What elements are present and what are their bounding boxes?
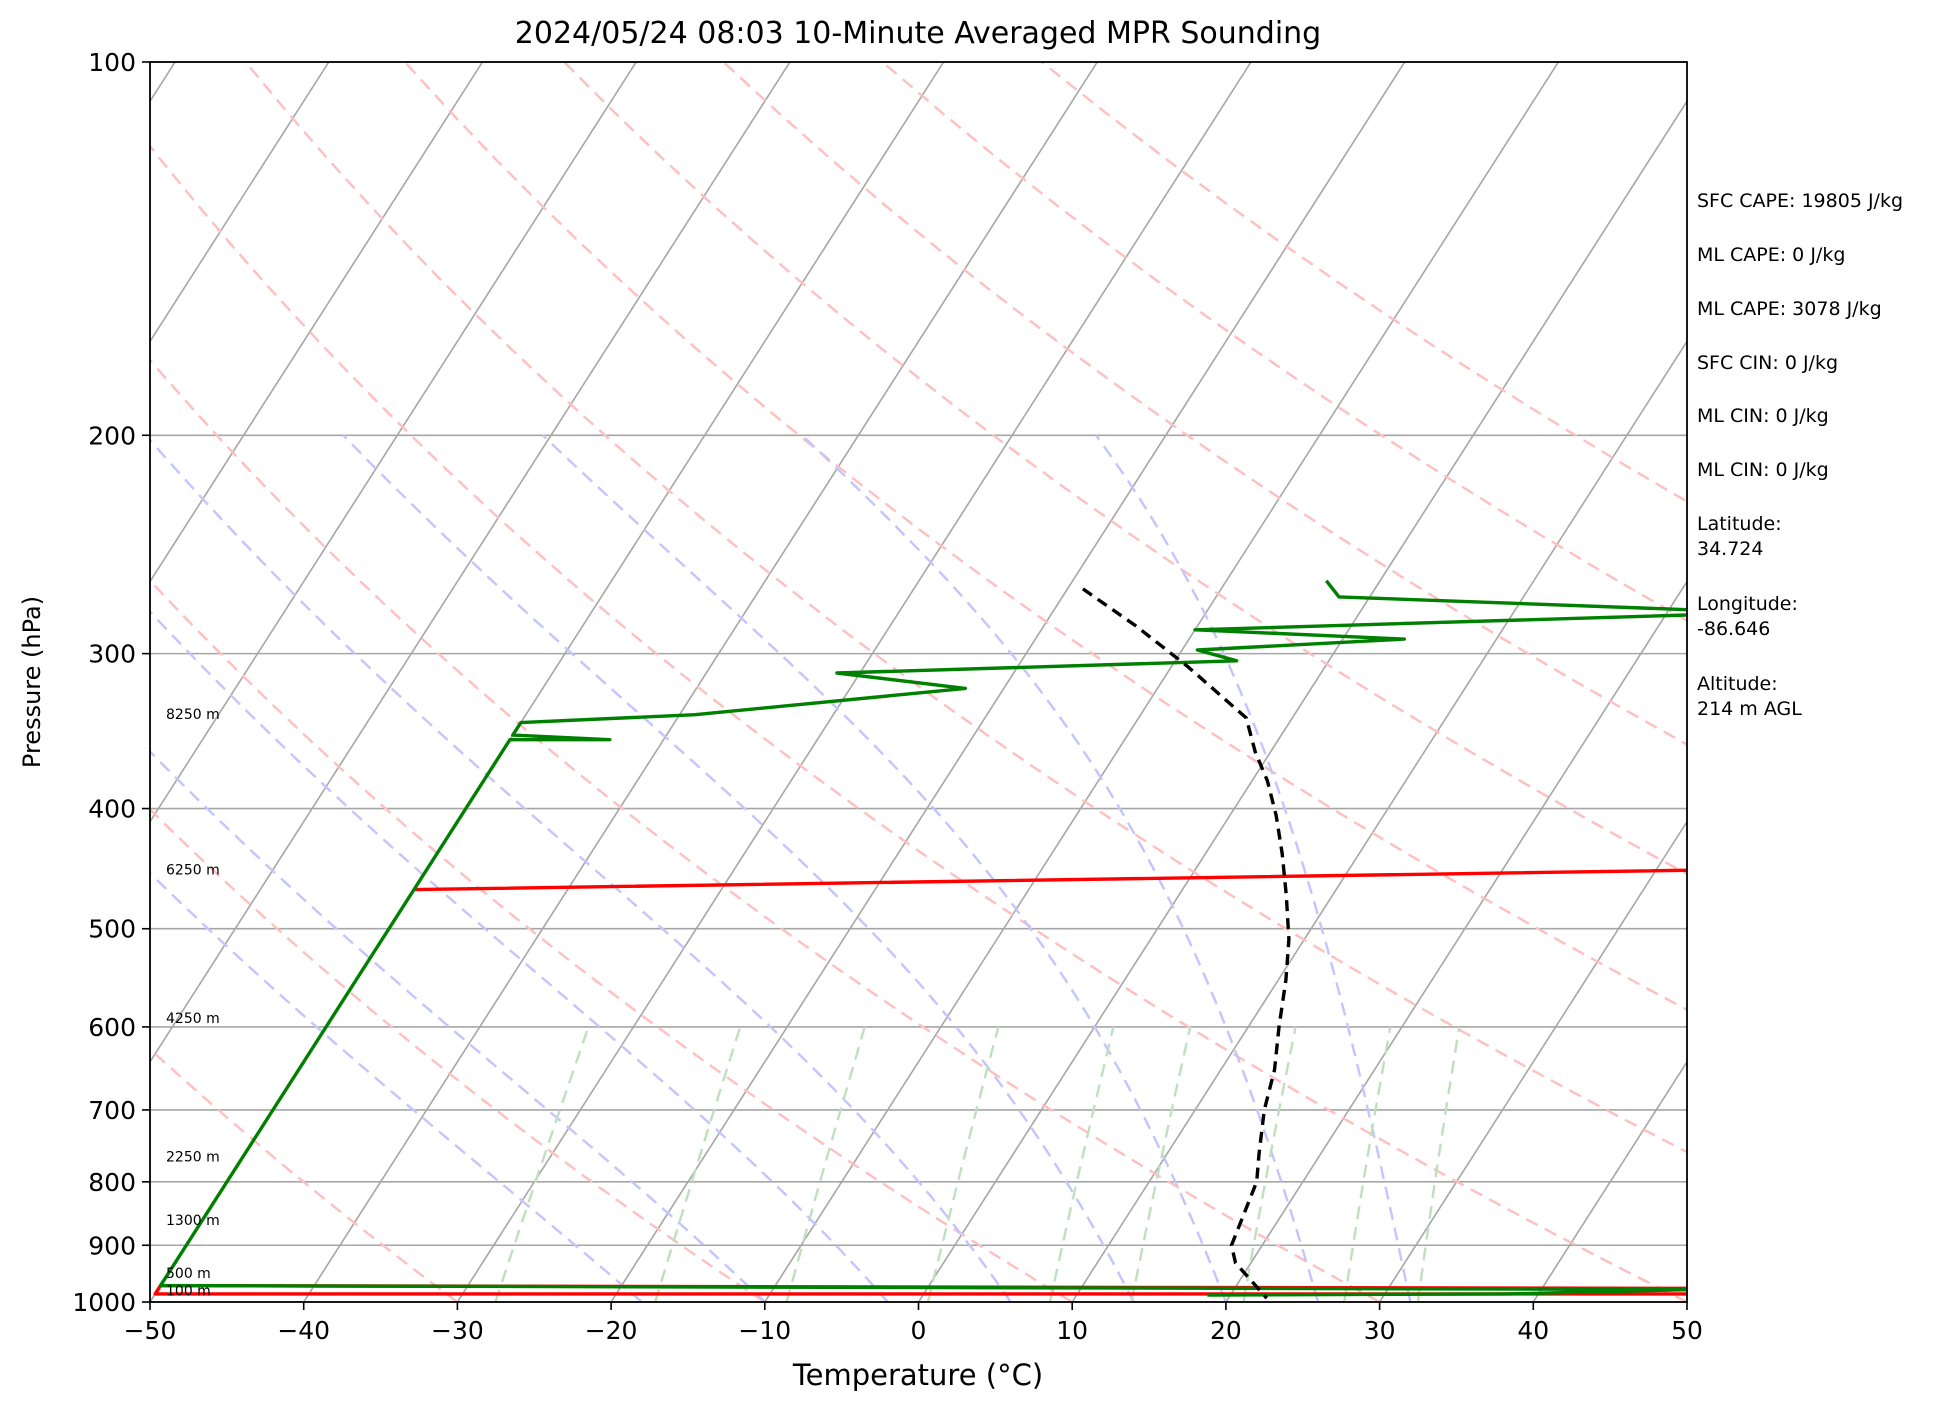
isotherm-line [1532,1060,1687,1302]
info-ml-cape-2: ML CAPE: 3078 J/kg [1697,298,1882,320]
y-tick-label: 900 [88,1231,136,1260]
mixing-ratio-line [1048,1026,1115,1302]
height-label: 6250 m [166,863,220,879]
isotherm-line [456,62,1252,1302]
height-label: 4250 m [166,1011,220,1027]
y-tick-label: 200 [88,421,136,450]
info-longitude: Longitude: -86.646 [1697,593,1798,640]
height-labels: 8250 m 6250 m 4250 m 2250 m 1300 m 500 m 100 m [166,707,220,1300]
y-axis-label: Pressure (hPa) [18,596,46,768]
mixing-ratio-line [494,1026,590,1302]
mixing-ratio-line [926,1026,1000,1302]
y-tick-label: 600 [88,1013,136,1042]
mixing-ratio-line [654,1026,742,1302]
background-lines [150,62,1687,1302]
y-tick-label: 500 [88,915,136,944]
isotherm-line [610,62,1406,1302]
isotherm-line [917,99,1687,1302]
moist-adiabat-line [150,438,1012,1302]
info-altitude: Altitude: 214 m AGL [1697,673,1802,720]
height-label: 2250 m [166,1149,220,1165]
y-tick-label: 100 [88,48,136,77]
dewpoint-line [158,579,1687,1297]
x-tick-label: 10 [1056,1316,1088,1345]
parcel-profile-line [1081,587,1291,1300]
moist-adiabat-line [541,434,1228,1302]
isotherm-line [1225,580,1687,1302]
temperature-line [153,868,1687,1296]
info-ml-cin-1: ML CIN: 0 J/kg [1697,405,1829,427]
dry-adiabat-line [244,62,1687,1154]
moist-adiabat-line [1095,434,1412,1302]
isotherm-line [150,62,791,1064]
x-tick-label: −40 [277,1316,330,1345]
dry-adiabat-line [150,807,766,1302]
x-tick-label: 30 [1364,1316,1396,1345]
dry-adiabat-line [881,62,1687,622]
x-tick-label: 0 [911,1316,927,1345]
moist-adiabat-line [150,749,766,1302]
info-sfc-cape: SFC CAPE: 19805 J/kg [1697,190,1904,212]
x-tick-label: −20 [585,1316,638,1345]
x-axis-label: Temperature (°C) [792,1358,1043,1392]
chart-title: 2024/05/24 08:03 10-Minute Averaged MPR … [515,16,1321,51]
y-tick-label: 1000 [72,1288,136,1317]
dry-adiabat-line [150,578,1073,1302]
x-tick-label: −10 [738,1316,791,1345]
moist-adiabat-line [150,871,643,1302]
info-ml-cape-1: ML CAPE: 0 J/kg [1697,244,1846,266]
mixing-ratio-line [1343,1026,1392,1302]
info-ml-cin-2: ML CIN: 0 J/kg [1697,459,1829,481]
x-tick-label: 20 [1210,1316,1242,1345]
dry-adiabat-line [150,1047,459,1302]
info-latitude: Latitude: 34.724 [1697,513,1782,560]
isotherm-line [1071,339,1687,1302]
data-lines [153,579,1687,1300]
isotherm-line [150,62,637,824]
y-tick-label: 800 [88,1168,136,1197]
info-sfc-cin: SFC CIN: 0 J/kg [1697,352,1839,374]
dry-adiabat-line [404,62,1687,1012]
y-tick-label: 700 [88,1096,136,1125]
dry-adiabat-line [150,358,1381,1302]
height-label: 8250 m [166,707,220,723]
moist-adiabat-line [150,609,889,1302]
dry-adiabat-line [150,143,1687,1302]
isotherm-line [764,62,1560,1302]
height-label: 100 m [166,1284,211,1300]
mixing-ratio-line [1416,1026,1461,1302]
y-tick-label: 300 [88,640,136,669]
x-tick-label: −30 [431,1316,484,1345]
x-tick-label: 40 [1517,1316,1549,1345]
isotherm-line [150,62,484,584]
y-tick-label: 400 [88,795,136,824]
isotherm-line [1378,820,1687,1302]
x-tick-label: 50 [1671,1316,1703,1345]
isotherm-line [303,62,1098,1302]
mixing-ratio-line [1242,1026,1297,1302]
height-label: 1300 m [166,1213,220,1229]
height-label: 500 m [166,1266,211,1282]
dry-adiabat-line [722,62,1687,746]
x-tick-label: −50 [124,1316,177,1345]
isotherm-line [150,62,330,343]
moist-adiabat-line [342,434,1135,1302]
